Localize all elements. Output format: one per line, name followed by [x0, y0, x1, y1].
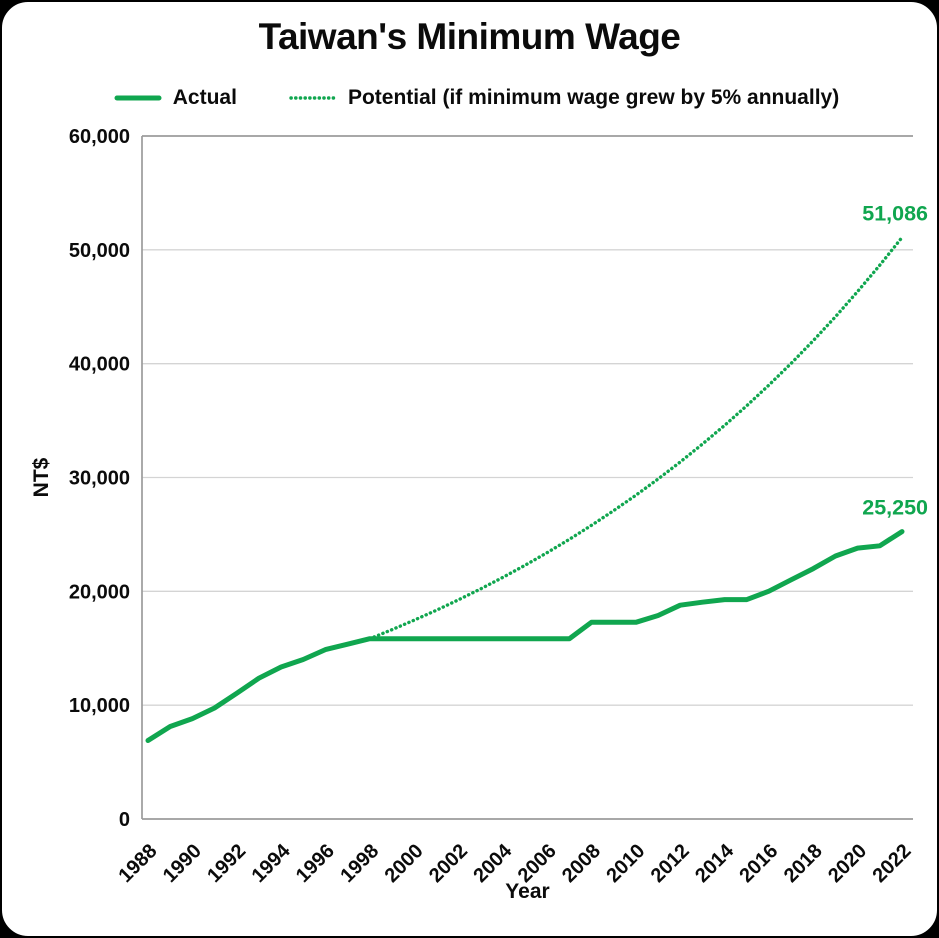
x-tick-label: 2018 — [780, 840, 827, 887]
x-tick-label: 2012 — [647, 840, 694, 887]
x-tick-label: 1996 — [292, 840, 339, 887]
chart-title: Taiwan's Minimum Wage — [258, 16, 681, 57]
legend: Actual Potential (if minimum wage grew b… — [2, 86, 937, 110]
x-tick-label: 1998 — [336, 840, 383, 887]
potential-series-line — [368, 235, 904, 641]
y-tick-label: 10,000 — [69, 695, 130, 717]
y-tick-label: 20,000 — [69, 581, 130, 603]
y-tick-label: 40,000 — [69, 354, 130, 376]
y-tick-label: 30,000 — [69, 468, 130, 490]
legend-item-potential: Potential (if minimum wage grew by 5% an… — [289, 86, 839, 110]
y-axis-title: NT$ — [30, 457, 53, 497]
x-tick-label: 1994 — [248, 839, 296, 887]
y-tick-label: 50,000 — [69, 240, 130, 262]
x-tick-label: 2002 — [425, 840, 472, 887]
x-tick-label: 2016 — [735, 840, 782, 887]
x-tick-label: 1988 — [115, 840, 162, 887]
x-axis-title: Year — [505, 880, 549, 903]
legend-item-actual: Actual — [114, 86, 237, 110]
solid-line-swatch-icon — [114, 95, 162, 101]
x-tick-label: 2020 — [824, 840, 871, 887]
x-tick-label: 1990 — [159, 840, 206, 887]
x-tick-label: 2010 — [602, 840, 649, 887]
x-tick-label: 2008 — [558, 840, 605, 887]
dotted-line-swatch-icon — [289, 96, 337, 100]
x-tick-label: 2000 — [381, 840, 428, 887]
x-tick-label: 1992 — [203, 840, 250, 887]
x-tick-label: 2022 — [869, 840, 916, 887]
x-tick-label: 2014 — [691, 839, 739, 887]
y-tick-label: 0 — [119, 809, 130, 831]
actual-series-line — [145, 529, 905, 743]
actual-series-line-end-label: 25,250 — [862, 496, 928, 520]
y-tick-label: 60,000 — [69, 126, 130, 148]
potential-series-line-end-label: 51,086 — [862, 202, 928, 226]
legend-label-actual: Actual — [172, 86, 237, 109]
legend-label-potential: Potential (if minimum wage grew by 5% an… — [347, 86, 840, 109]
